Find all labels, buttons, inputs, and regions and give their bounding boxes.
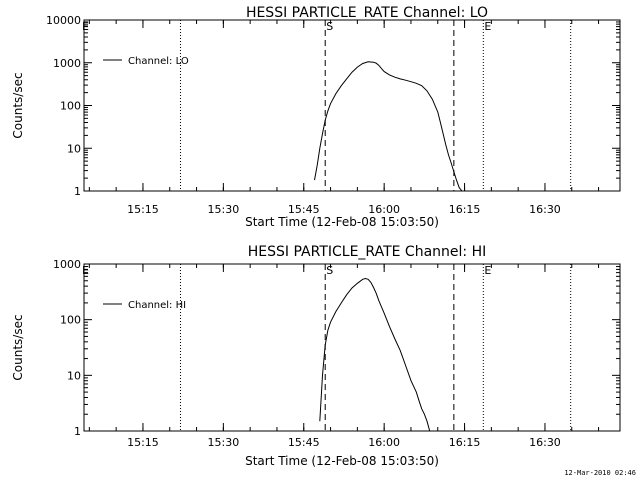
plot-frame (83, 19, 621, 192)
y-tick-label: 10000 (46, 14, 81, 27)
y-tick-label: 1000 (53, 57, 81, 70)
x-tick-label: 15:15 (127, 203, 159, 216)
y-tick-label: 100 (60, 314, 81, 327)
x-axis-label: Start Time (12-Feb-08 15:03:50) (245, 454, 439, 468)
chart-title: HESSI PARTICLE_RATE Channel: HI (248, 244, 486, 260)
y-tick-label: 10 (67, 369, 81, 382)
y-tick-label: 1000 (53, 258, 81, 271)
series-line (314, 61, 463, 192)
x-tick-label: 16:00 (368, 203, 400, 216)
marker-label: E (82, 20, 89, 33)
y-tick-label: 1 (74, 425, 81, 438)
y-axis-label: Counts/sec (11, 72, 25, 138)
legend-label: Channel: LO (128, 56, 189, 67)
legend-label: Channel: HI (128, 300, 186, 311)
x-tick-label: 15:45 (288, 436, 320, 449)
x-tick-label: 16:15 (449, 203, 481, 216)
footer-timestamp: 12-Mar-2010 02:46 (564, 469, 636, 477)
marker-label: E (484, 264, 491, 277)
x-tick-label: 15:45 (288, 203, 320, 216)
panel-hi: HESSI PARTICLE_RATE Channel: HI 1 10 100 100… (11, 244, 621, 468)
y-tick-label: 100 (60, 100, 81, 113)
marker-label: E (82, 264, 89, 277)
x-tick-label: 16:00 (368, 436, 400, 449)
x-tick-label: 16:15 (449, 436, 481, 449)
x-tick-label: 16:30 (529, 436, 561, 449)
marker-label: E (484, 20, 491, 33)
x-tick-label: 15:30 (208, 436, 240, 449)
marker-label: S (326, 264, 333, 277)
x-tick-label: 16:30 (529, 203, 561, 216)
x-tick-label: 15:30 (208, 203, 240, 216)
y-tick-label: 1 (74, 185, 81, 198)
plot-frame (83, 263, 621, 432)
chart-title: HESSI PARTICLE_RATE Channel: LO (246, 5, 488, 21)
series-line (319, 277, 431, 432)
panel-lo: HESSI PARTICLE_RATE Channel: LO 1 10 100 100… (11, 5, 621, 229)
marker-label: S (326, 20, 333, 33)
y-tick-label: 10 (67, 142, 81, 155)
y-axis-label: Counts/sec (11, 314, 25, 380)
x-tick-label: 15:15 (127, 436, 159, 449)
x-axis-label: Start Time (12-Feb-08 15:03:50) (245, 215, 439, 229)
